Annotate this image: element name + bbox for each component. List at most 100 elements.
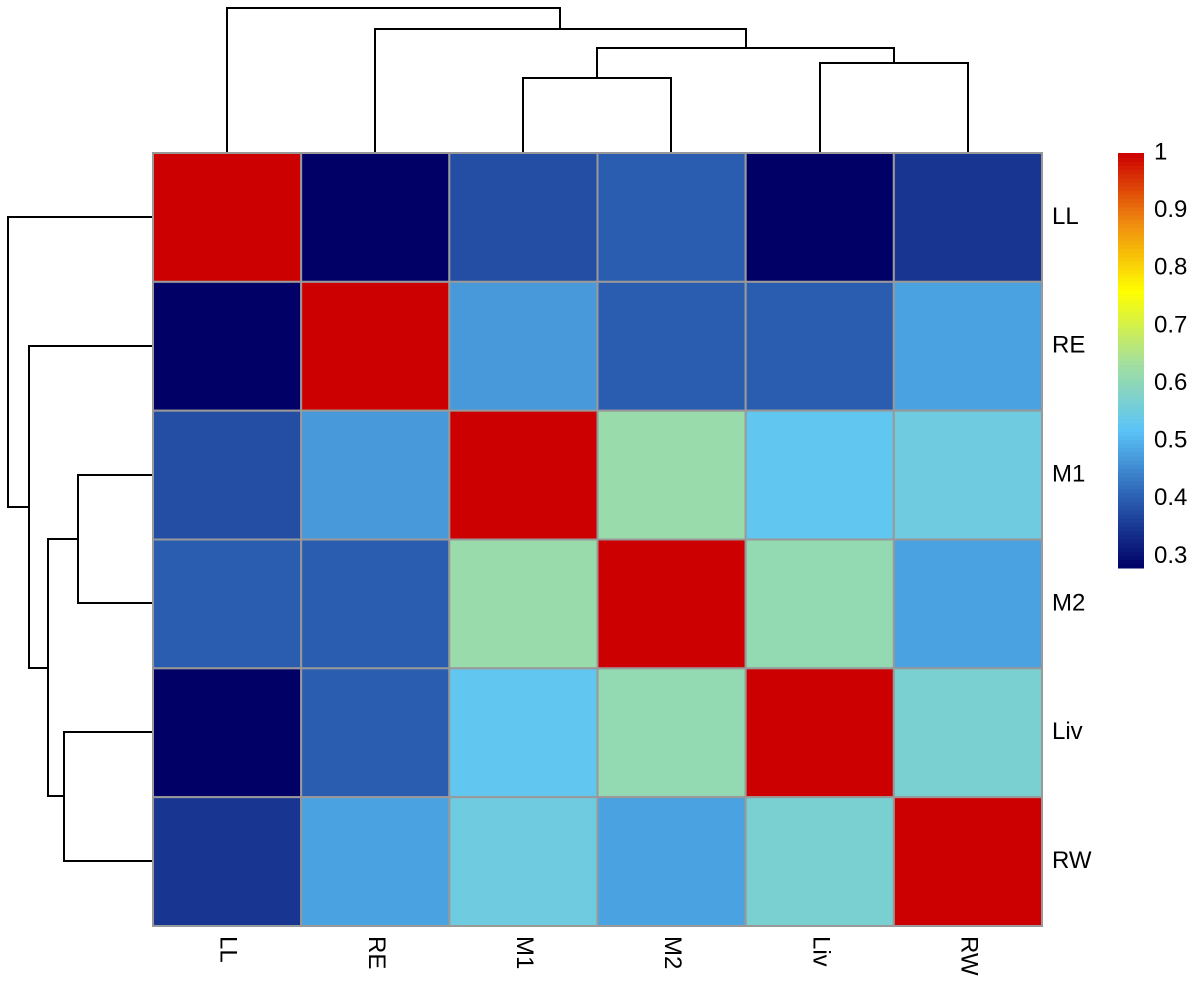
legend-swatch xyxy=(1118,273,1144,278)
legend-swatch xyxy=(1118,489,1144,494)
legend-swatch xyxy=(1118,372,1144,378)
legend-swatch xyxy=(1118,547,1144,552)
legend-swatch xyxy=(1118,385,1144,391)
legend-swatch xyxy=(1118,335,1144,341)
legend-tick-label: 0.7 xyxy=(1154,311,1187,338)
legend-swatch xyxy=(1118,480,1144,486)
heatmap-cell xyxy=(448,796,599,928)
legend-swatch xyxy=(1118,256,1144,262)
legend-swatch xyxy=(1118,186,1144,191)
legend-swatch xyxy=(1118,223,1144,229)
legend-swatch xyxy=(1118,493,1144,498)
legend-swatch xyxy=(1118,289,1144,295)
legend-tick-label: 1 xyxy=(1154,138,1167,165)
legend-swatch xyxy=(1118,381,1144,386)
legend-swatch xyxy=(1118,236,1144,241)
legend-swatch xyxy=(1118,356,1144,361)
heatmap-cell xyxy=(300,538,451,670)
legend-swatch xyxy=(1118,472,1144,478)
heatmap-cell xyxy=(596,409,747,541)
legend-swatch xyxy=(1118,377,1144,382)
column-label: M1 xyxy=(511,936,538,969)
heatmap-cell xyxy=(300,152,451,283)
legend-swatch xyxy=(1118,331,1144,337)
legend-swatch xyxy=(1118,368,1144,374)
heatmap-cell xyxy=(448,280,599,412)
legend-tick-label: 0.5 xyxy=(1154,427,1187,454)
legend-swatch xyxy=(1118,348,1144,353)
legend-swatch xyxy=(1118,202,1144,208)
heatmap-cell xyxy=(448,667,599,799)
dendrogram-branch xyxy=(522,77,672,153)
legend-swatch xyxy=(1118,269,1144,274)
legend-swatch xyxy=(1118,352,1144,357)
legend-swatch xyxy=(1118,393,1144,399)
legend-swatch xyxy=(1118,182,1144,187)
legend-swatch xyxy=(1118,563,1144,569)
legend-swatch xyxy=(1118,314,1144,320)
legend-swatch xyxy=(1118,389,1144,395)
legend-swatch xyxy=(1118,302,1144,308)
legend-swatch xyxy=(1118,538,1144,544)
legend-swatch xyxy=(1118,190,1144,195)
legend-swatch xyxy=(1118,406,1144,411)
legend-swatch xyxy=(1118,443,1144,449)
legend-swatch xyxy=(1118,231,1144,237)
legend-swatch xyxy=(1118,447,1144,453)
heatmap-cell xyxy=(892,667,1043,799)
heatmap-cell xyxy=(596,280,747,412)
dendrogram-branch xyxy=(7,216,153,508)
heatmap-cell xyxy=(744,280,895,412)
legend-swatch xyxy=(1118,194,1144,200)
legend-tick-label: 0.6 xyxy=(1154,369,1187,396)
legend-swatch xyxy=(1118,460,1144,465)
row-label: M1 xyxy=(1052,460,1085,487)
legend-swatch xyxy=(1118,339,1144,345)
heatmap-cell xyxy=(152,796,303,928)
legend-swatch xyxy=(1118,497,1144,503)
heatmap-cell xyxy=(744,667,895,799)
legend-swatch xyxy=(1118,559,1144,565)
row-dendrogram xyxy=(7,216,153,862)
heatmap-cell xyxy=(152,280,303,412)
heatmap-cell xyxy=(892,280,1043,412)
legend-swatch xyxy=(1118,323,1144,328)
legend-swatch xyxy=(1118,522,1144,527)
heatmap-cell xyxy=(152,152,303,283)
legend-swatch xyxy=(1118,169,1144,175)
legend-swatch xyxy=(1118,319,1144,324)
legend-swatch xyxy=(1118,426,1144,432)
legend-swatch xyxy=(1118,397,1144,403)
legend-swatch xyxy=(1118,157,1144,162)
heatmap-cell xyxy=(152,667,303,799)
legend-swatch xyxy=(1118,215,1144,220)
column-label: RW xyxy=(956,936,983,976)
legend-swatch xyxy=(1118,265,1144,270)
legend-swatch xyxy=(1118,402,1144,407)
legend-swatch xyxy=(1118,198,1144,204)
legend-tick-label: 0.4 xyxy=(1154,484,1187,511)
column-label: Liv xyxy=(807,936,834,967)
legend-swatch xyxy=(1118,240,1144,245)
legend-swatch xyxy=(1118,414,1144,420)
legend-tick-label: 0.9 xyxy=(1154,196,1187,223)
column-label: RE xyxy=(363,936,390,969)
heatmap-cell xyxy=(744,152,895,283)
legend-tick-label: 0.8 xyxy=(1154,254,1187,281)
heatmap-cell xyxy=(300,280,451,412)
legend-swatch xyxy=(1118,294,1144,299)
legend-swatch xyxy=(1118,514,1144,519)
legend-swatch xyxy=(1118,244,1144,249)
column-dendrogram xyxy=(226,7,969,153)
legend-swatch xyxy=(1118,468,1144,474)
legend-swatch xyxy=(1118,227,1144,233)
legend-swatch xyxy=(1118,464,1144,469)
legend-swatch xyxy=(1118,306,1144,312)
heatmap-cell xyxy=(744,796,895,928)
legend-swatch xyxy=(1118,439,1144,444)
heatmap-cell xyxy=(448,538,599,670)
legend-swatch xyxy=(1118,277,1144,283)
heatmap-cell xyxy=(300,409,451,541)
column-label: M2 xyxy=(659,936,686,969)
legend-swatch xyxy=(1118,285,1144,291)
